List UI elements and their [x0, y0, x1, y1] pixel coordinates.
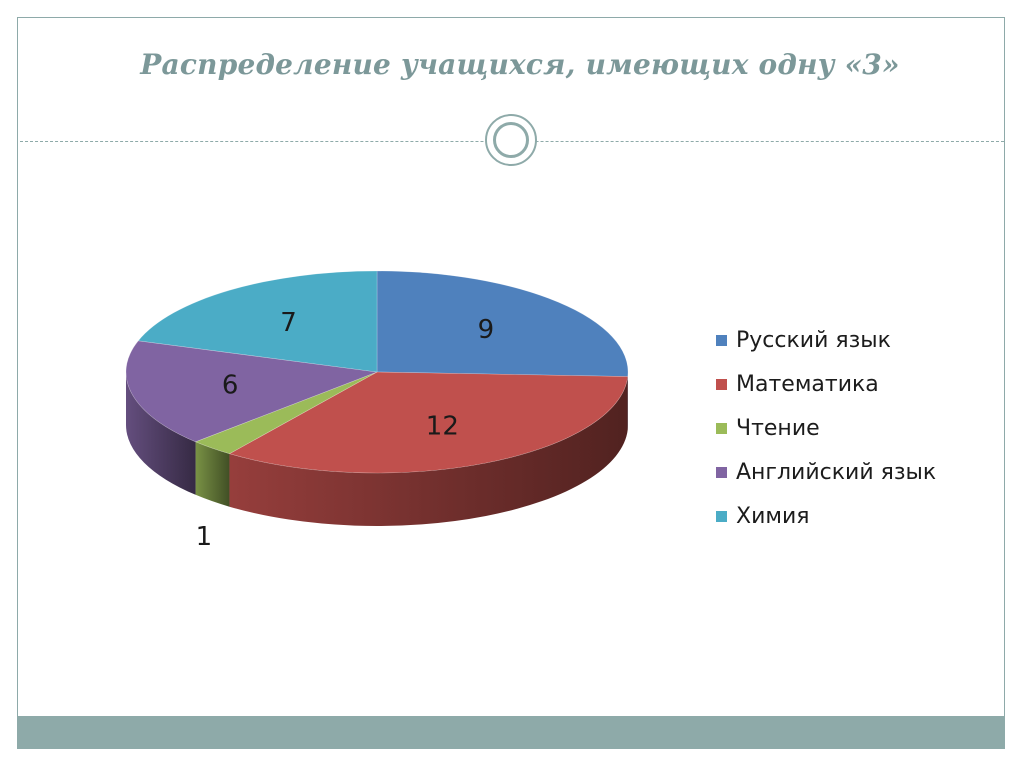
pie-tops [125, 270, 629, 474]
pie-slice-5 [137, 270, 378, 373]
data-label-2: 12 [426, 412, 459, 442]
legend-label: Математика [736, 371, 879, 397]
legend-item: Химия [716, 494, 996, 538]
footer-bar [17, 716, 1005, 749]
legend-swatch [716, 510, 727, 522]
pie-slice-2 [228, 371, 629, 474]
legend-item: Чтение [716, 406, 996, 450]
legend-label: Чтение [736, 415, 820, 441]
legend-swatch [716, 334, 727, 346]
pie-slice-1 [376, 270, 629, 377]
divider-ornament-inner [493, 122, 529, 158]
legend-swatch [716, 422, 727, 434]
legend-swatch [716, 466, 727, 478]
pie-sides [126, 372, 628, 526]
slide-title: Распределение учащихся, имеющих одну «3» [140, 48, 900, 81]
data-label-5: 7 [280, 308, 297, 338]
pie-side-2 [229, 376, 628, 526]
legend-label: Химия [736, 503, 810, 529]
data-label-4: 6 [222, 370, 239, 400]
legend-swatch [716, 378, 727, 390]
legend-item: Русский язык [716, 318, 996, 362]
legend-item: Математика [716, 362, 996, 406]
pie-side-3 [195, 441, 230, 507]
pie-labels: 9 12 1 6 7 [196, 308, 495, 552]
data-label-1: 9 [478, 315, 495, 345]
divider-ornament [485, 114, 537, 166]
pie-slice-3 [194, 371, 378, 455]
legend-label: Русский язык [736, 327, 891, 353]
legend-item: Английский язык [716, 450, 996, 494]
data-label-3: 1 [196, 522, 213, 552]
pie-side-4 [126, 372, 196, 495]
legend-label: Английский язык [736, 459, 937, 485]
chart-legend: Русский язык Математика Чтение Английский я… [716, 318, 996, 538]
pie-slice-4 [125, 340, 378, 443]
